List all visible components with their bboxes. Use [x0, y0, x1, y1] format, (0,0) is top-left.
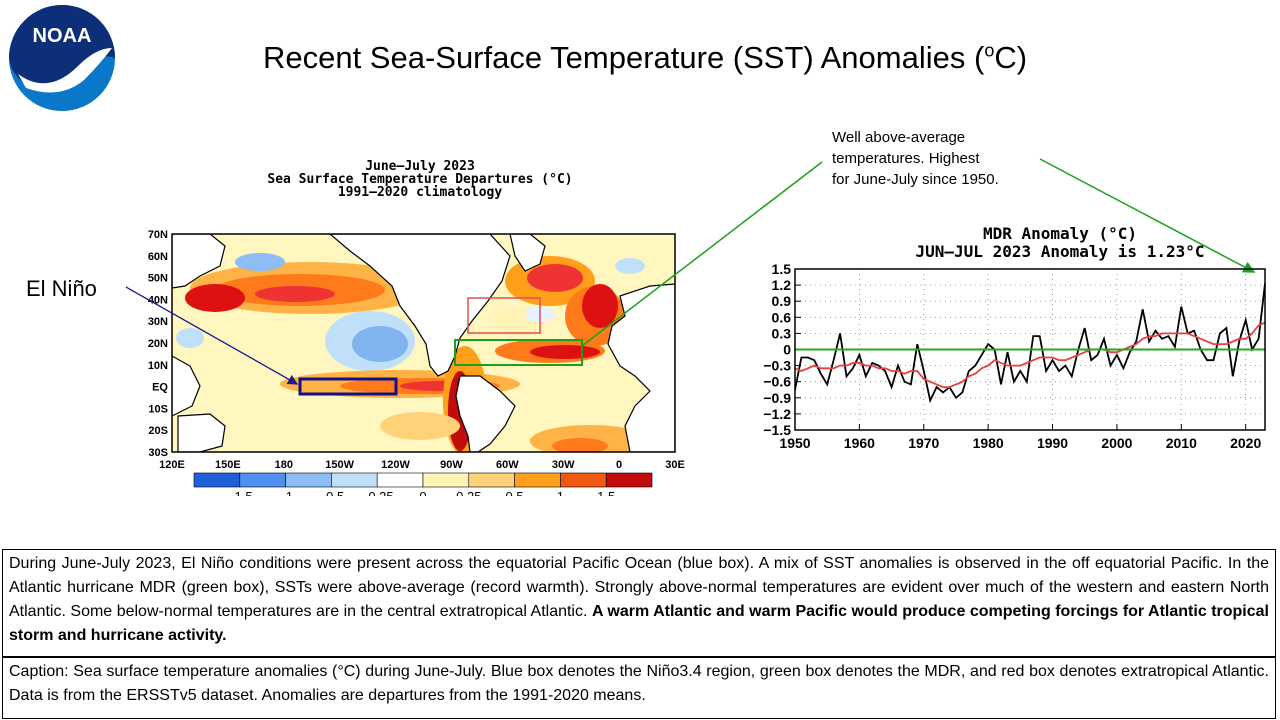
colorbar-swatch — [193, 472, 241, 488]
y-tick-label: −0.3 — [763, 358, 791, 374]
colorbar-swatch — [468, 472, 515, 488]
extratropical-box — [467, 297, 541, 334]
lat-tick-label: 30S — [148, 447, 168, 459]
caption-text: Caption: Sea surface temperature anomali… — [9, 663, 1269, 704]
noaa-logo: NOAA — [9, 5, 115, 111]
el-nino-label: El Niño — [26, 276, 97, 301]
colorbar-swatch — [285, 472, 332, 488]
colorbar-swatch — [331, 472, 378, 488]
x-tick-label: 1960 — [844, 435, 875, 451]
description-box: During June-July 2023, El Niño condition… — [2, 549, 1276, 657]
mdr-box — [454, 339, 583, 366]
lon-tick-label: 150E — [215, 459, 241, 471]
map-title-line: 1991–2020 climatology — [337, 185, 503, 200]
colorbar-label: −0.5 — [319, 489, 345, 496]
lat-tick-label: 10S — [148, 403, 168, 415]
description-text: During June-July 2023, El Niño condition… — [9, 555, 1269, 620]
lon-tick-label: 60W — [496, 459, 519, 471]
note-line: for June-July since 1950. — [832, 171, 999, 188]
lon-axis: 120E 150E 180 150W 120W 90W 60W 30W 0 30E — [159, 459, 685, 471]
colorbar-label: 0.5 — [506, 489, 524, 496]
y-tick-label: 0.9 — [772, 293, 792, 309]
y-tick-label: 1.2 — [772, 277, 792, 293]
note-line: temperatures. Highest — [832, 150, 980, 167]
lat-tick-label: EQ — [152, 382, 168, 394]
chart-series — [794, 283, 1266, 404]
y-tick-label: −0.6 — [763, 374, 791, 390]
x-tick-label: 2020 — [1230, 435, 1261, 451]
colorbar-label: 1 — [557, 489, 564, 496]
page-title: Recent Sea-Surface Temperature (SST) Ano… — [262, 40, 1028, 75]
y-tick-label: 0 — [783, 342, 791, 358]
colorbar-swatch — [560, 472, 607, 488]
colorbar-swatch — [239, 472, 286, 488]
caption-box: Caption: Sea surface temperature anomali… — [2, 657, 1276, 719]
lat-tick-label: 20N — [148, 338, 168, 350]
lon-tick-label: 90W — [440, 459, 463, 471]
colorbar-label: −1.5 — [227, 489, 253, 496]
colorbar-label: 0 — [419, 489, 426, 496]
y-tick-label: −1.5 — [763, 422, 791, 438]
x-tick-label: 1980 — [973, 435, 1004, 451]
colorbar-swatch — [514, 472, 561, 488]
x-axis: 1950 1960 1970 1980 1990 2000 2010 2020 — [779, 435, 1261, 451]
y-tick-label: −0.9 — [763, 390, 791, 406]
x-tick-label: 1990 — [1037, 435, 1068, 451]
y-tick-label: 1.5 — [772, 262, 792, 277]
map-title-line: Sea Surface Temperature Departures (°C) — [267, 172, 573, 187]
colorbar: −1.5 −1 −0.5 −0.25 0 0.25 0.5 1 1.5 — [193, 472, 653, 496]
colorbar-label: −1 — [278, 489, 293, 496]
lon-tick-label: 150W — [325, 459, 354, 471]
map-title: June–July 2023 Sea Surface Temperature D… — [240, 160, 600, 199]
colorbar-swatch — [376, 472, 424, 488]
lon-tick-label: 30W — [552, 459, 575, 471]
lat-tick-label: 70N — [148, 229, 168, 241]
chart-title: MDR Anomaly (°C) — [982, 224, 1138, 243]
red-smoothed-line — [794, 321, 1266, 388]
lon-tick-label: 30E — [665, 459, 685, 471]
lon-tick-label: 120E — [159, 459, 185, 471]
mdr-anomaly-chart: 1.51.20.90.60.30−0.3−0.6−0.9−1.2−1.5 195… — [763, 262, 1266, 451]
description-bold: A warm Atlantic and warm Pacific would p… — [9, 603, 1269, 644]
colorbar-label: 0.25 — [456, 489, 481, 496]
y-tick-label: −1.2 — [763, 406, 791, 422]
lat-tick-label: 10N — [148, 360, 168, 372]
sst-anomaly-map: 70N 60N 50N 40N 30N 20N 10N EQ 10S 20S 30S 120E 150… — [148, 229, 685, 496]
mdr-chart-title: MDR Anomaly (°C) JUN–JUL 2023 Anomaly is… — [845, 225, 1275, 261]
chart-subtitle: JUN–JUL 2023 Anomaly is 1.23°C — [915, 242, 1205, 261]
colorbar-label: 1.5 — [597, 489, 615, 496]
lon-tick-label: 120W — [381, 459, 410, 471]
annotation-note: Well above-average temperatures. Highest… — [832, 127, 1032, 190]
black-annual-line — [794, 283, 1266, 404]
lon-tick-label: 180 — [275, 459, 293, 471]
lon-tick-label: 0 — [616, 459, 622, 471]
y-tick-label: 0.6 — [772, 309, 792, 325]
x-tick-label: 1970 — [908, 435, 939, 451]
x-tick-label: 2010 — [1166, 435, 1197, 451]
colorbar-label: −0.25 — [361, 489, 394, 496]
lat-tick-label: 50N — [148, 273, 168, 285]
lat-tick-label: 40N — [148, 294, 168, 306]
lat-axis: 70N 60N 50N 40N 30N 20N 10N EQ 10S 20S 30S — [148, 229, 169, 459]
lat-tick-label: 30N — [148, 316, 168, 328]
note-line: Well above-average — [832, 129, 966, 146]
logo-text: NOAA — [33, 25, 92, 47]
lat-tick-label: 20S — [148, 425, 168, 437]
y-axis: 1.51.20.90.60.30−0.3−0.6−0.9−1.2−1.5 — [763, 262, 791, 438]
x-tick-label: 2000 — [1101, 435, 1132, 451]
lat-tick-label: 60N — [148, 251, 168, 263]
x-tick-label: 1950 — [779, 435, 810, 451]
colorbar-swatch — [605, 472, 653, 488]
colorbar-swatch — [422, 472, 470, 488]
map-title-line: June–July 2023 — [365, 159, 475, 174]
nino34-box — [298, 377, 398, 396]
y-tick-label: 0.3 — [772, 325, 792, 341]
